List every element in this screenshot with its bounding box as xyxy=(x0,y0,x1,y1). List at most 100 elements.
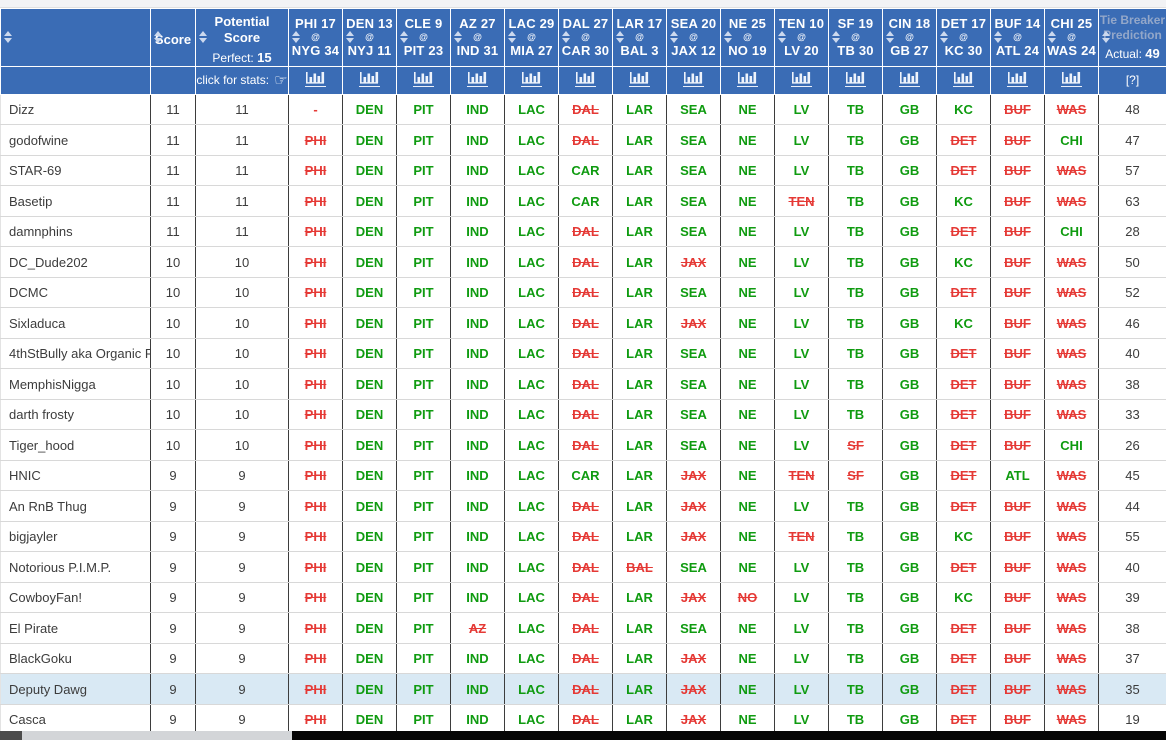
help-icon[interactable]: [?] xyxy=(1125,73,1140,88)
bar-chart-button[interactable] xyxy=(413,70,434,88)
bar-chart-button[interactable] xyxy=(629,70,650,88)
sort-icon[interactable] xyxy=(508,31,516,44)
game-column-header[interactable]: DET 17 @ KC 30 xyxy=(936,8,991,67)
sort-icon[interactable] xyxy=(670,31,678,44)
pick-cell: PIT xyxy=(396,368,451,400)
player-name: BlackGoku xyxy=(0,643,151,675)
tiebreaker-column-header[interactable]: Tie Breaker Prediction Actual: 49 xyxy=(1098,8,1166,67)
pick-cell: PHI xyxy=(288,582,343,614)
pick-cell: LAC xyxy=(504,490,559,522)
bar-chart-button[interactable] xyxy=(359,70,380,88)
game-column-header[interactable]: SEA 20 @ JAX 12 xyxy=(666,8,721,67)
game-column-header[interactable]: AZ 27 @ IND 31 xyxy=(450,8,505,67)
pick-cell: TEN xyxy=(774,521,829,553)
sort-icon[interactable] xyxy=(616,31,624,44)
sort-icon[interactable] xyxy=(154,31,162,44)
game-column-header[interactable]: PHI 17 @ NYG 34 xyxy=(288,8,343,67)
pick-cell: DET xyxy=(936,429,991,461)
bar-chart-button[interactable] xyxy=(575,70,596,88)
bar-chart-icon xyxy=(792,72,811,84)
game-column-header[interactable]: TEN 10 @ LV 20 xyxy=(774,8,829,67)
bar-chart-icon xyxy=(900,72,919,84)
sort-icon[interactable] xyxy=(940,31,948,44)
tiebreaker-cell: 26 xyxy=(1098,429,1166,461)
pick-cell: DEN xyxy=(342,399,397,431)
bar-chart-button[interactable] xyxy=(1007,70,1028,88)
tiebreaker-label-2: Prediction xyxy=(1103,28,1162,43)
pick-cell: KC xyxy=(936,94,991,126)
game-column-header[interactable]: CIN 18 @ GB 27 xyxy=(882,8,937,67)
player-name: DCMC xyxy=(0,277,151,309)
pick-cell: TB xyxy=(828,185,883,217)
sort-icon[interactable] xyxy=(4,31,12,44)
pick-cell: GB xyxy=(882,582,937,614)
bar-chart-button[interactable] xyxy=(899,70,920,88)
pick-cell: GB xyxy=(882,368,937,400)
pick-cell: GB xyxy=(882,460,937,492)
sort-icon[interactable] xyxy=(292,31,300,44)
game-column-header[interactable]: DAL 27 @ CAR 30 xyxy=(558,8,613,67)
player-row: STAR-69 11 11 PHI DEN PIT IND LAC CAR LAR SEA NE L… xyxy=(0,155,1166,187)
pick-cell: TB xyxy=(828,399,883,431)
pick-cell: LAR xyxy=(612,612,667,644)
bar-chart-button[interactable] xyxy=(467,70,488,88)
pick-cell: DAL xyxy=(558,643,613,675)
pick-cell: LAC xyxy=(504,307,559,339)
horizontal-scrollbar[interactable] xyxy=(0,731,1166,740)
sort-icon[interactable] xyxy=(1102,31,1110,44)
bar-chart-button[interactable] xyxy=(791,70,812,88)
bar-chart-button[interactable] xyxy=(305,70,326,88)
header-row-stats: click for stats: ☞ xyxy=(0,65,1166,95)
sort-icon[interactable] xyxy=(400,31,408,44)
player-row: DC_Dude202 10 10 PHI DEN PIT IND LAC DAL LAR JAX… xyxy=(0,246,1166,278)
pick-cell: LV xyxy=(774,368,829,400)
pick-cell: DAL xyxy=(558,277,613,309)
game-column-header[interactable]: CHI 25 @ WAS 24 xyxy=(1044,8,1099,67)
player-column-header[interactable] xyxy=(0,8,151,67)
bar-chart-button[interactable] xyxy=(1061,70,1082,88)
pick-cell: WAS xyxy=(1044,551,1099,583)
pick-cell: SEA xyxy=(666,429,721,461)
pick-cell: SEA xyxy=(666,94,721,126)
scrollbar-thumb[interactable] xyxy=(22,731,292,740)
bar-chart-button[interactable] xyxy=(683,70,704,88)
pick-cell: NE xyxy=(720,94,775,126)
potential-score-cell: 9 xyxy=(195,673,289,705)
score-cell: 9 xyxy=(150,643,196,675)
sort-icon[interactable] xyxy=(832,31,840,44)
sort-icon[interactable] xyxy=(562,31,570,44)
pick-cell: WAS xyxy=(1044,368,1099,400)
sort-icon[interactable] xyxy=(724,31,732,44)
player-name: Deputy Dawg xyxy=(0,673,151,705)
score-label: Score xyxy=(154,31,192,47)
score-column-header[interactable]: Score xyxy=(150,8,196,67)
pick-cell: LV xyxy=(774,124,829,156)
bar-chart-button[interactable] xyxy=(953,70,974,88)
game-column-header[interactable]: CLE 9 @ PIT 23 xyxy=(396,8,451,67)
bar-chart-button[interactable] xyxy=(845,70,866,88)
potential-score-column-header[interactable]: Potential Score Perfect: 15 xyxy=(195,8,289,67)
game-column-header[interactable]: NE 25 @ NO 19 xyxy=(720,8,775,67)
bar-chart-button[interactable] xyxy=(737,70,758,88)
sort-icon[interactable] xyxy=(886,31,894,44)
sort-icon[interactable] xyxy=(454,31,462,44)
sort-icon[interactable] xyxy=(1048,31,1056,44)
pick-cell: BAL xyxy=(612,551,667,583)
score-cell: 10 xyxy=(150,307,196,339)
game-column-header[interactable]: SF 19 @ TB 30 xyxy=(828,8,883,67)
scrollbar-left-cap[interactable] xyxy=(0,731,22,740)
pick-cell: DEN xyxy=(342,94,397,126)
pick-cell: KC xyxy=(936,185,991,217)
score-cell: 10 xyxy=(150,399,196,431)
sort-icon[interactable] xyxy=(346,31,354,44)
sort-icon[interactable] xyxy=(994,31,1002,44)
sort-icon[interactable] xyxy=(778,31,786,44)
pick-cell: DEN xyxy=(342,277,397,309)
game-column-header[interactable]: DEN 13 @ NYJ 11 xyxy=(342,8,397,67)
game-column-header[interactable]: LAR 17 @ BAL 3 xyxy=(612,8,667,67)
sort-icon[interactable] xyxy=(199,31,207,44)
game-column-header[interactable]: BUF 14 @ ATL 24 xyxy=(990,8,1045,67)
pick-cell: BUF xyxy=(990,643,1045,675)
game-column-header[interactable]: LAC 29 @ MIA 27 xyxy=(504,8,559,67)
bar-chart-button[interactable] xyxy=(521,70,542,88)
